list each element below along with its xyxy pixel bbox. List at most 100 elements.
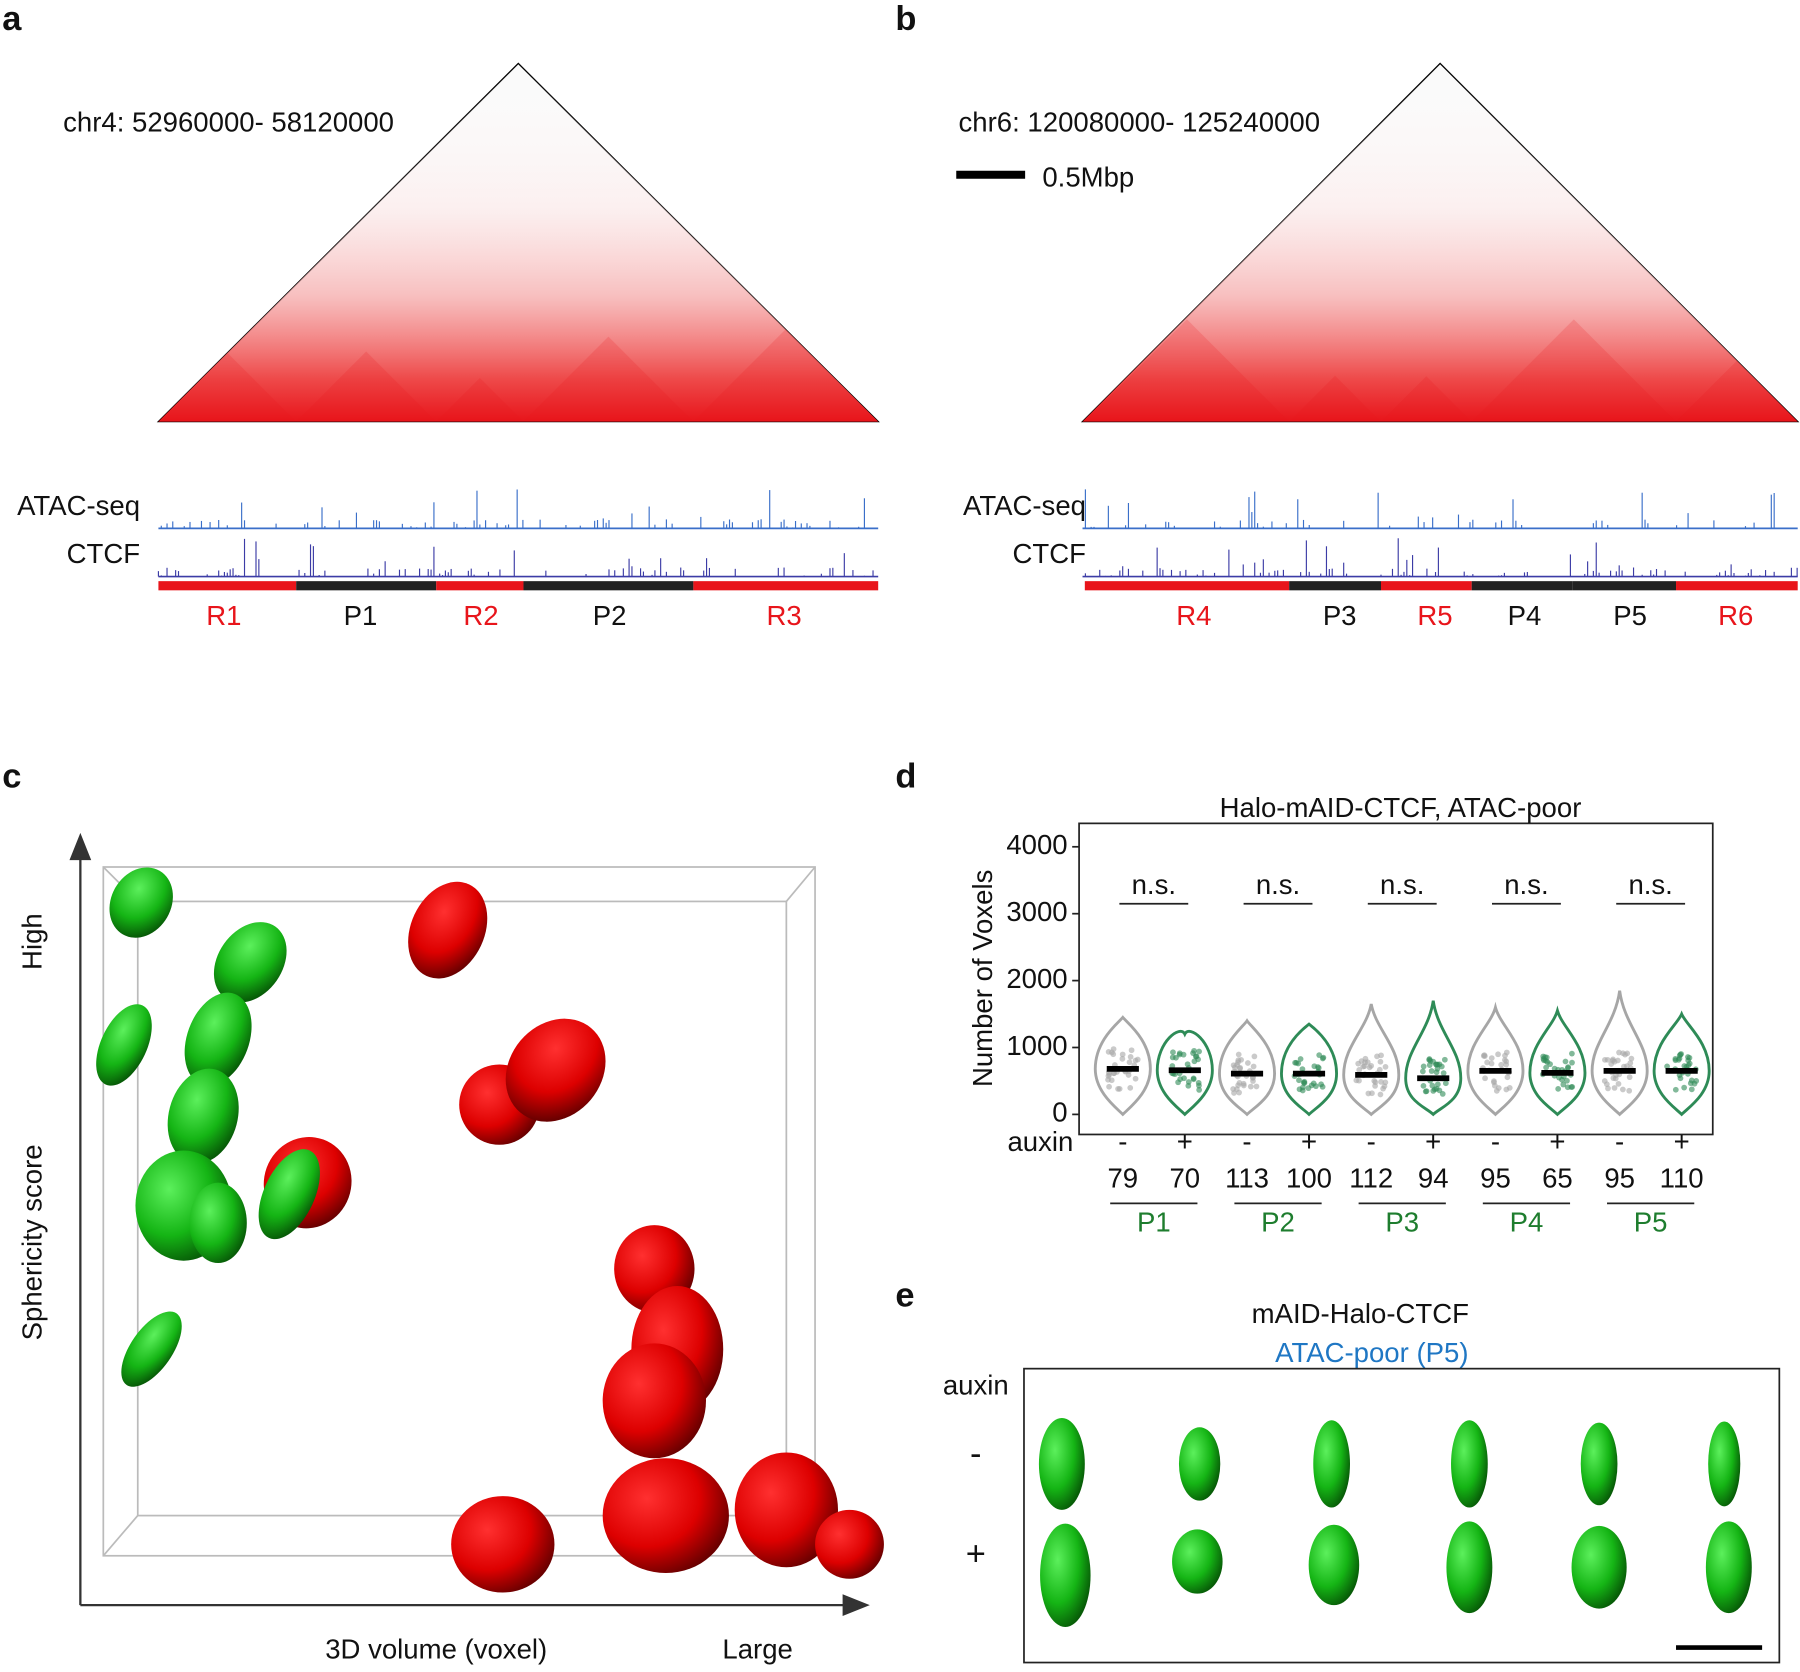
point [1620, 1086, 1626, 1093]
hic-domain [1289, 375, 1381, 422]
violin [1466, 1001, 1525, 1117]
violin [1652, 1010, 1711, 1117]
point [1626, 1074, 1633, 1081]
panel-label: d [895, 758, 916, 796]
point [1628, 1055, 1635, 1062]
point [1127, 1054, 1134, 1060]
n-label: 112 [1349, 1163, 1393, 1194]
point [1503, 1086, 1510, 1093]
track-label: CTCF [1013, 538, 1086, 569]
point [1305, 1085, 1312, 1092]
panel-label: c [2, 758, 21, 796]
auxin-label: - [1242, 1126, 1251, 1157]
n-label: 110 [1660, 1163, 1704, 1194]
point [1105, 1073, 1112, 1079]
point [1431, 1086, 1438, 1093]
violin [1218, 1018, 1277, 1117]
point [1419, 1068, 1426, 1075]
point [1234, 1061, 1240, 1068]
point [1420, 1063, 1427, 1070]
point [1119, 1051, 1126, 1058]
track-label: ATAC-seq [17, 490, 140, 521]
point [1115, 1086, 1121, 1092]
region-bar [296, 581, 437, 591]
region-label: chr4: 52960000- 58120000 [63, 107, 394, 138]
point [1434, 1065, 1441, 1072]
auxin-label: + [1301, 1126, 1317, 1157]
violin [1528, 1005, 1587, 1117]
point [1195, 1079, 1202, 1086]
blobs-e [1038, 1418, 1752, 1627]
point [1361, 1063, 1368, 1070]
violin [1342, 1003, 1401, 1117]
axis-label: Sphericity score [17, 1144, 48, 1340]
point [1442, 1080, 1449, 1087]
violin [1155, 1029, 1214, 1117]
hic-domain [523, 336, 694, 422]
hic-domain [1380, 376, 1472, 422]
hic-domain [1471, 319, 1677, 422]
point [1627, 1060, 1634, 1066]
n-label: 113 [1225, 1163, 1269, 1194]
point [1664, 1063, 1670, 1070]
n-label: 65 [1542, 1163, 1573, 1194]
auxin-label: - [1615, 1126, 1624, 1157]
panel-c-axes [69, 832, 870, 1617]
region-bar [436, 581, 524, 591]
n-label: 100 [1286, 1163, 1332, 1194]
region-bar [693, 581, 879, 591]
point [1488, 1055, 1495, 1061]
point [1439, 1091, 1446, 1097]
point [1503, 1061, 1510, 1068]
panel-label: e [895, 1277, 914, 1315]
point [1569, 1059, 1575, 1066]
point [1426, 1062, 1433, 1068]
hic-signal [158, 63, 879, 422]
point [1251, 1053, 1258, 1060]
region-bar [1380, 581, 1472, 591]
point [1126, 1059, 1133, 1066]
point [1245, 1060, 1251, 1066]
point [1614, 1057, 1621, 1064]
point [1493, 1088, 1500, 1094]
point [1560, 1081, 1567, 1088]
violin [1093, 1015, 1152, 1117]
point [1678, 1051, 1684, 1057]
point [1688, 1086, 1695, 1093]
y-axis-label: Number of Voxels [967, 870, 998, 1087]
point [1693, 1078, 1700, 1084]
region-label: P5 [1613, 600, 1647, 631]
row-label: auxin [943, 1369, 1009, 1400]
chart-title: Halo-mAID-CTCF, ATAC-poor [1220, 792, 1582, 823]
region-label: R4 [1176, 600, 1211, 631]
point [1364, 1059, 1371, 1066]
region-label: chr6: 120080000- 125240000 [959, 107, 1321, 138]
point [1626, 1087, 1633, 1094]
auxin-label: + [1674, 1126, 1690, 1157]
hic-domain [436, 377, 524, 422]
point [1422, 1088, 1429, 1095]
auxin-label: - [1491, 1126, 1500, 1157]
point [1109, 1049, 1115, 1056]
point [1420, 1082, 1427, 1089]
point [1672, 1057, 1679, 1064]
auxin-label: + [1425, 1126, 1441, 1157]
track-label: ATAC-seq [963, 490, 1086, 521]
point [1688, 1077, 1695, 1084]
n-label: 95 [1480, 1163, 1511, 1194]
point [1556, 1074, 1562, 1081]
axis-label: 3D volume (voxel) [325, 1633, 547, 1664]
point [1240, 1082, 1247, 1089]
n-label: 94 [1418, 1163, 1449, 1194]
point [1427, 1057, 1434, 1064]
point [1296, 1077, 1302, 1084]
point [1542, 1054, 1548, 1060]
point [1170, 1049, 1176, 1056]
point [1132, 1075, 1139, 1082]
point [1175, 1079, 1181, 1086]
point [1247, 1083, 1254, 1090]
point [1612, 1075, 1619, 1082]
violin [1280, 1022, 1339, 1117]
point [1569, 1050, 1575, 1057]
group-label: P4 [1510, 1206, 1544, 1237]
